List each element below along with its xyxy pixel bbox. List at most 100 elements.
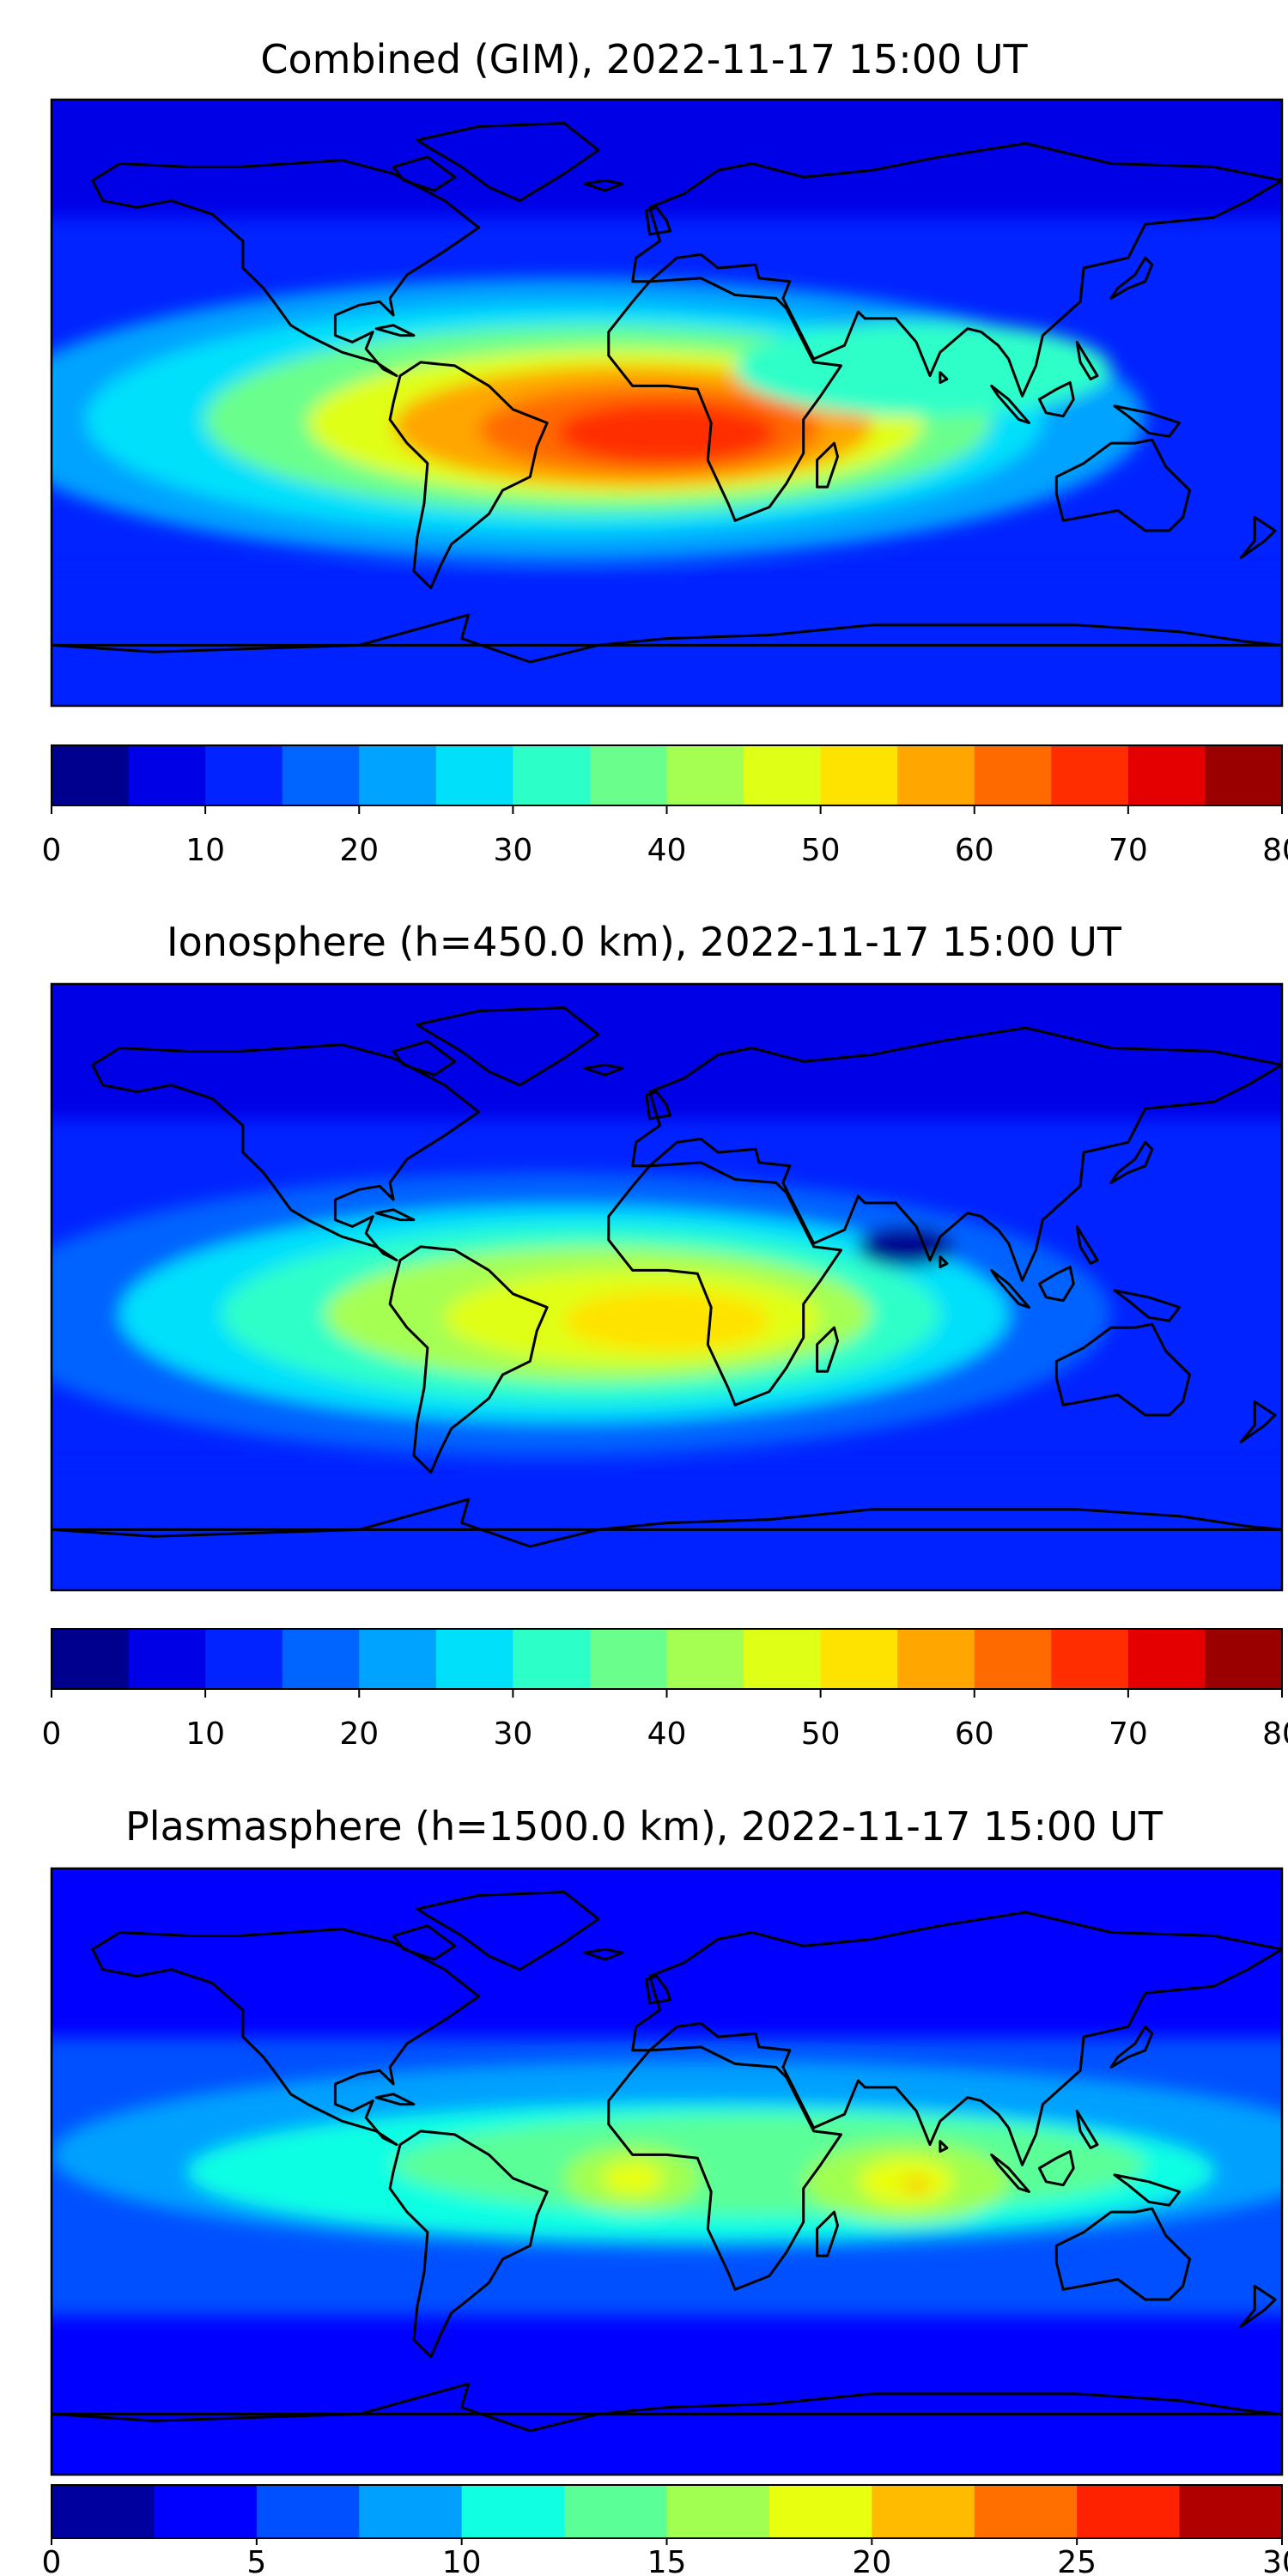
coastline-new-guinea xyxy=(1113,2173,1182,2207)
colorbar-segment xyxy=(1127,1629,1206,1689)
tec-band xyxy=(52,984,1282,1120)
colorbar-segment xyxy=(666,745,744,805)
colorbar-1: 0 10 20 30 40 50 60 70 80 xyxy=(42,1628,1288,1752)
coastline-madagascar xyxy=(816,441,839,489)
coastline-antarctica xyxy=(52,613,1282,664)
ionosphere-map-title: Ionosphere (h=450.0 km), 2022-11-17 15:0… xyxy=(167,919,1121,965)
tec-contour-region xyxy=(393,2114,1145,2215)
coastline-madagascar xyxy=(816,1326,839,1373)
colorbar-segment xyxy=(769,2485,872,2538)
colorbar-segment xyxy=(461,2485,565,2538)
colorbar-segment xyxy=(1205,745,1283,805)
colorbar-segment xyxy=(589,1629,668,1689)
colorbar-0: 0 10 20 30 40 50 60 70 80 xyxy=(42,744,1288,868)
colorbar-segment xyxy=(205,745,283,805)
colorbar-tick-label: 10 xyxy=(185,833,225,868)
coastline-new-zealand xyxy=(1239,1400,1277,1443)
colorbar-tick-label: 30 xyxy=(493,1716,532,1752)
coastline-australia xyxy=(1054,438,1191,532)
colorbar-segment xyxy=(666,1629,744,1689)
colorbar-segment xyxy=(513,1629,591,1689)
coastline-cuba xyxy=(374,1208,416,1222)
colorbar-segment xyxy=(359,745,437,805)
coastline-borneo xyxy=(1037,2150,1075,2187)
colorbar-segment xyxy=(513,745,591,805)
coastline-baffin-island xyxy=(392,1040,457,1077)
tec-contour-region xyxy=(557,403,776,464)
coastline-japan xyxy=(1109,1140,1154,1184)
coastline-north-america xyxy=(91,1928,481,2147)
coastline-sumatra xyxy=(990,384,1030,424)
colorbar-segment xyxy=(564,2485,668,2538)
colorbar-tick-label: 30 xyxy=(1262,2545,1288,2576)
coastline-iceland xyxy=(583,1947,624,1961)
map-frame xyxy=(50,98,1284,708)
coastline-sumatra xyxy=(990,1268,1030,1309)
colorbar-segment xyxy=(128,745,206,805)
coastline-antarctica xyxy=(52,2382,1282,2433)
colorbar-segment xyxy=(744,1629,822,1689)
colorbar-segment xyxy=(435,1629,513,1689)
coastline-japan xyxy=(1109,2025,1154,2069)
coastlines xyxy=(52,122,1282,664)
coastline-philippines xyxy=(1075,340,1099,380)
combined-map-title: Combined (GIM), 2022-11-17 15:00 UT xyxy=(260,36,1028,82)
colorbar-tick-label: 20 xyxy=(852,2545,891,2576)
colorbar-segment xyxy=(897,745,975,805)
colorbar-segment xyxy=(1127,745,1206,805)
colorbar-segment xyxy=(359,2485,463,2538)
coastline-antarctica xyxy=(52,1498,1282,1548)
colorbar-segment xyxy=(872,2485,975,2538)
colorbar-segment xyxy=(256,2485,360,2538)
colorbar-tick-label: 15 xyxy=(647,2545,687,2576)
coastline-north-america xyxy=(91,1043,481,1262)
coastline-eurasia xyxy=(631,142,1282,398)
coastline-philippines xyxy=(1075,1224,1099,1265)
coastline-cuba xyxy=(374,324,416,337)
colorbar-tick-label: 0 xyxy=(42,2545,62,2576)
coastlines xyxy=(52,1891,1282,2433)
plasmasphere-map-title: Plasmasphere (h=1500.0 km), 2022-11-17 1… xyxy=(125,1803,1163,1850)
colorbar-segment xyxy=(282,745,360,805)
coastline-north-america xyxy=(91,159,481,378)
coastline-greenland xyxy=(416,122,600,203)
coastline-africa xyxy=(607,2045,842,2291)
colorbar-segment xyxy=(128,1629,206,1689)
colorbar-tick-label: 20 xyxy=(339,833,379,868)
map-panel-2 xyxy=(52,1868,1282,2475)
colorbar-segment xyxy=(1051,1629,1129,1689)
colorbar-plasmasphere: 0 5 10 15 20 25 30 xyxy=(42,2484,1288,2576)
tec-band xyxy=(52,570,1282,706)
colorbar-tick-label: 70 xyxy=(1109,1716,1148,1752)
colorbar-segment xyxy=(1179,2485,1283,2538)
colorbar-segment xyxy=(974,2485,1078,2538)
colorbar-segment xyxy=(359,1629,437,1689)
colorbar-tick-label: 50 xyxy=(801,1716,841,1752)
colorbar-tick-label: 80 xyxy=(1262,833,1288,868)
tec-band xyxy=(52,1465,1282,1590)
colorbar-tick-label: 40 xyxy=(647,833,687,868)
coastlines xyxy=(52,1006,1282,1548)
colorbar-segment xyxy=(154,2485,258,2538)
coastline-africa xyxy=(607,276,842,522)
coastline-iceland xyxy=(583,1063,624,1077)
colorbar-tick-label: 80 xyxy=(1262,1716,1288,1752)
coastline-greenland xyxy=(416,1891,600,1971)
map-panel-1 xyxy=(52,984,1282,1590)
tec-band xyxy=(52,100,1282,218)
colorbar-tick-label: 40 xyxy=(647,1716,687,1752)
tec-band xyxy=(52,2316,1282,2475)
coastline-cuba xyxy=(374,2093,416,2106)
colorbar-segment xyxy=(1051,745,1129,805)
coastline-south-america xyxy=(388,2129,549,2359)
colorbar-tick-label: 70 xyxy=(1109,833,1148,868)
colorbar-segment xyxy=(1205,1629,1283,1689)
colorbar-segment xyxy=(205,1629,283,1689)
map-frame xyxy=(50,982,1284,1592)
colorbar-segment xyxy=(1077,2485,1181,2538)
coastline-sri-lanka xyxy=(939,1255,949,1268)
coastline-australia xyxy=(1054,1322,1191,1417)
coastline-philippines xyxy=(1075,2109,1099,2149)
coastline-south-america xyxy=(388,361,549,590)
colorbar-segment xyxy=(52,2485,155,2538)
